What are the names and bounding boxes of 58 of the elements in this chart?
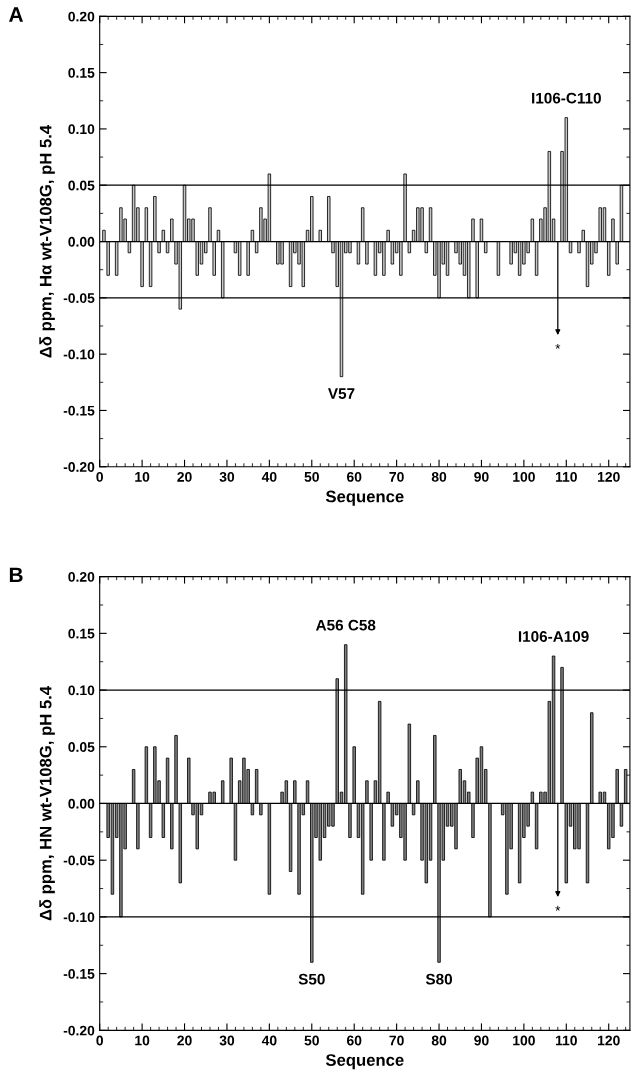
y-tick-label: 0.20 — [68, 11, 95, 22]
chart-title: A — [9, 7, 23, 22]
y-axis-title: Δδ ppm, Hα wt-V108G, pH 5.4 — [39, 124, 55, 358]
x-tick-label: 50 — [304, 1035, 319, 1046]
x-tick-label: 40 — [261, 1035, 277, 1046]
y-tick-label: 0.15 — [68, 628, 95, 639]
y-tick-label: 0.05 — [68, 180, 95, 191]
x-tick-label: 30 — [219, 1035, 235, 1046]
y-tick-label: 0.00 — [68, 236, 95, 247]
annotation: I106-A109 — [518, 631, 589, 642]
y-tick-label: 0.20 — [68, 571, 95, 582]
annotation: V57 — [327, 388, 355, 399]
y-tick-label: -0.10 — [63, 912, 95, 923]
y-tick-label: 0.10 — [68, 124, 95, 135]
y-tick-label: 0.00 — [68, 798, 95, 809]
x-tick-label: 110 — [555, 1035, 577, 1046]
chart-title: B — [9, 567, 23, 583]
y-axis-title: Δδ ppm, HN wt-V108G, pH 5.4 — [39, 686, 55, 921]
y-tick-label: 0.15 — [68, 67, 95, 78]
annotation: A56 C58 — [315, 619, 376, 631]
x-tick-label: 100 — [513, 471, 535, 482]
x-tick-label: 110 — [555, 471, 577, 482]
x-axis-title: Sequence — [325, 490, 404, 506]
x-tick-label: 70 — [389, 471, 404, 482]
x-tick-label: 0 — [96, 471, 103, 482]
x-tick-label: 10 — [135, 1035, 150, 1046]
x-tick-label: 60 — [346, 1035, 362, 1046]
x-tick-label: 40 — [261, 471, 277, 482]
x-tick-label: 10 — [135, 471, 150, 482]
annotation: S80 — [425, 973, 453, 985]
x-tick-label: 60 — [346, 471, 362, 482]
x-tick-label: 90 — [474, 471, 489, 482]
x-tick-label: 20 — [177, 1035, 192, 1046]
y-tick-label: -0.20 — [63, 462, 95, 472]
y-tick-label: -0.20 — [63, 1025, 95, 1036]
x-tick-label: 70 — [389, 1035, 404, 1046]
y-tick-label: -0.05 — [63, 293, 95, 304]
x-tick-label: 30 — [219, 471, 235, 482]
x-tick-label: 80 — [431, 471, 447, 482]
y-tick-label: -0.15 — [63, 405, 95, 416]
x-tick-label: 0 — [96, 1035, 103, 1046]
x-tick-label: 90 — [474, 1035, 489, 1046]
y-tick-label: -0.05 — [63, 855, 95, 866]
x-tick-label: 120 — [598, 1035, 620, 1046]
annotation: S50 — [298, 973, 325, 985]
annotation: * — [555, 905, 561, 911]
x-tick-label: 100 — [513, 1035, 535, 1046]
x-tick-label: 50 — [304, 471, 319, 482]
y-tick-label: 0.10 — [68, 685, 95, 696]
y-tick-label: 0.05 — [68, 742, 95, 752]
y-tick-label: -0.15 — [63, 968, 95, 979]
annotation: I106-C110 — [532, 92, 601, 104]
x-tick-label: 120 — [598, 471, 620, 482]
x-axis-title: Sequence — [325, 1054, 404, 1070]
x-tick-label: 80 — [431, 1035, 447, 1046]
y-tick-label: -0.10 — [63, 349, 95, 360]
annotation: * — [555, 343, 561, 349]
x-tick-label: 20 — [177, 471, 192, 482]
